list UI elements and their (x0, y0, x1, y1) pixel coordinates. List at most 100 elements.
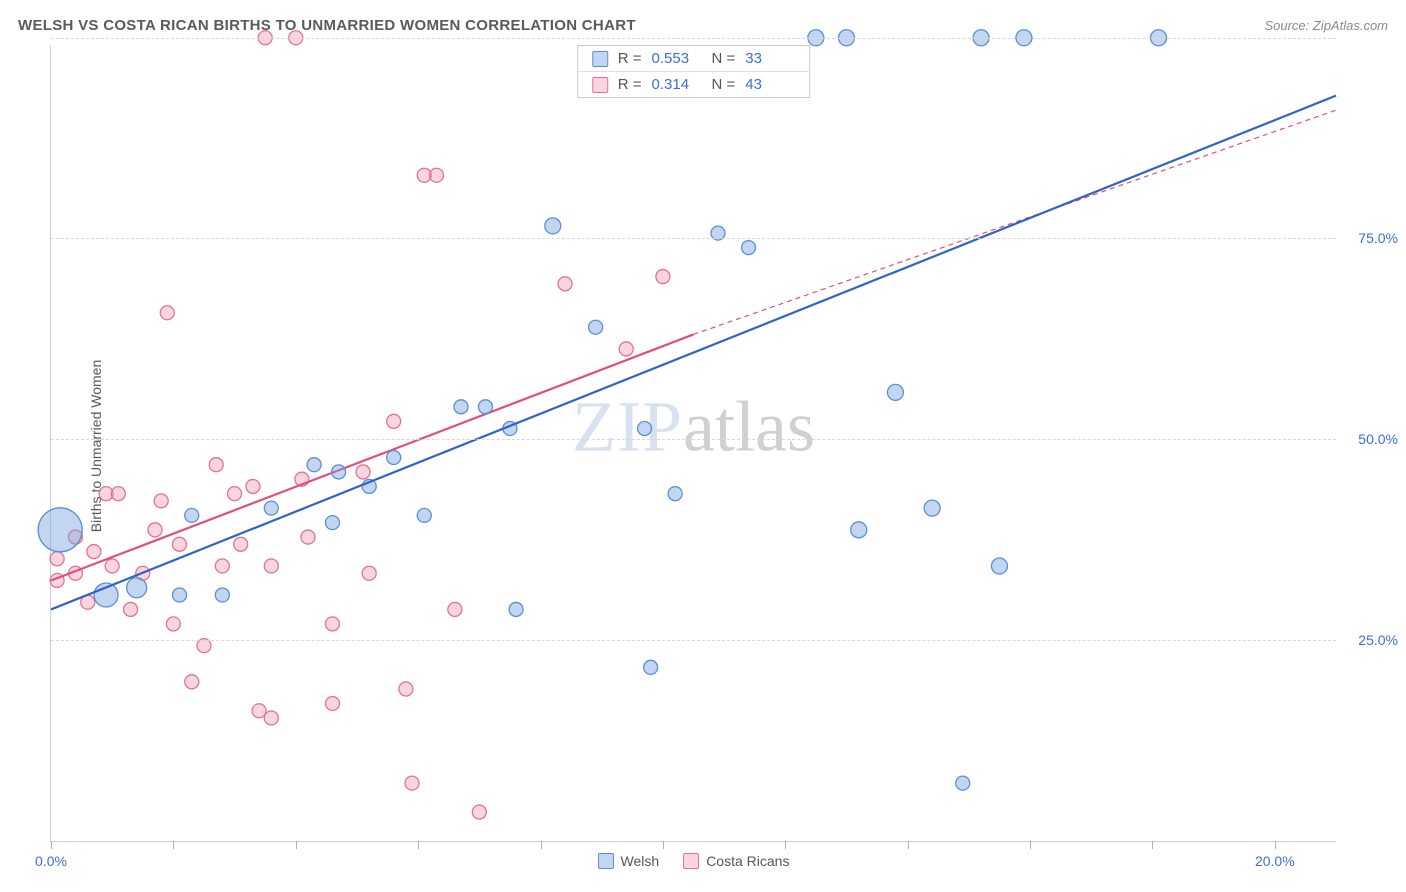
costa_ricans-point (448, 602, 462, 616)
legend-swatch (592, 51, 608, 67)
x-tick (1275, 841, 1276, 849)
costa_ricans-point (405, 776, 419, 790)
n-value: 33 (745, 50, 795, 67)
welsh-trendline (51, 96, 1336, 610)
welsh-point (185, 508, 199, 522)
costa_ricans-point (264, 559, 278, 573)
y-tick-label: 75.0% (1358, 230, 1398, 246)
welsh-point (307, 458, 321, 472)
y-tick-label: 50.0% (1358, 431, 1398, 447)
legend-swatch (598, 853, 614, 869)
legend-item: Welsh (598, 853, 660, 869)
costa_ricans-point (228, 487, 242, 501)
welsh-point (38, 508, 82, 552)
welsh-point (417, 508, 431, 522)
gridline (51, 439, 1336, 440)
costa_ricans-point (234, 537, 248, 551)
x-tick-label: 20.0% (1255, 853, 1295, 869)
costa_ricans-point (154, 494, 168, 508)
y-tick-label: 25.0% (1358, 632, 1398, 648)
r-label: R = (618, 76, 642, 93)
costa_ricans-point (387, 414, 401, 428)
series-legend: Welsh Costa Ricans (598, 853, 790, 869)
costa_ricans-point (87, 545, 101, 559)
costa_ricans-point (472, 805, 486, 819)
costa_ricans-point (325, 617, 339, 631)
welsh-point (387, 450, 401, 464)
costa_ricans-point (558, 277, 572, 291)
costa_ricans-point (105, 559, 119, 573)
welsh-point (589, 320, 603, 334)
gridline (51, 38, 1336, 39)
r-label: R = (618, 50, 642, 67)
legend-label: Costa Ricans (706, 853, 789, 869)
chart-header: WELSH VS COSTA RICAN BIRTHS TO UNMARRIED… (0, 0, 1406, 40)
r-value: 0.553 (652, 50, 702, 67)
legend-item: Costa Ricans (683, 853, 789, 869)
x-tick (296, 841, 297, 849)
costa_ricans-point (656, 270, 670, 284)
legend-swatch (683, 853, 699, 869)
welsh-point (173, 588, 187, 602)
costa_ricans-point (173, 537, 187, 551)
costa_ricans-point (399, 682, 413, 696)
welsh-point (887, 384, 903, 400)
welsh-point (264, 501, 278, 515)
x-tick (1152, 841, 1153, 849)
chart-source: Source: ZipAtlas.com (1264, 18, 1388, 33)
n-value: 43 (745, 76, 795, 93)
welsh-point (545, 218, 561, 234)
welsh-point (454, 400, 468, 414)
welsh-point (478, 400, 492, 414)
costa_ricans-point (185, 675, 199, 689)
x-tick (663, 841, 664, 849)
costa_ricans-trendline-ext (694, 110, 1337, 334)
chart-title: WELSH VS COSTA RICAN BIRTHS TO UNMARRIED… (18, 17, 636, 34)
stats-legend-row: R =0.314N =43 (578, 71, 810, 97)
costa_ricans-point (362, 566, 376, 580)
costa_ricans-point (619, 342, 633, 356)
welsh-point (127, 578, 147, 598)
costa_ricans-point (325, 697, 339, 711)
legend-swatch (592, 77, 608, 93)
plot-area: ZIPatlas R =0.553N =33R =0.314N =43 Wels… (50, 45, 1336, 842)
x-tick (51, 841, 52, 849)
x-tick (173, 841, 174, 849)
legend-label: Welsh (621, 853, 660, 869)
r-value: 0.314 (652, 76, 702, 93)
x-tick (541, 841, 542, 849)
welsh-point (924, 500, 940, 516)
costa_ricans-point (215, 559, 229, 573)
welsh-point (509, 602, 523, 616)
costa_ricans-point (111, 487, 125, 501)
x-tick-label: 0.0% (35, 853, 67, 869)
stats-legend-row: R = 0.553 N = 33 (578, 46, 810, 71)
x-tick (785, 841, 786, 849)
costa_ricans-point (124, 602, 138, 616)
costa_ricans-point (209, 458, 223, 472)
welsh-point (851, 522, 867, 538)
costa_ricans-point (246, 479, 260, 493)
welsh-point (742, 241, 756, 255)
costa_ricans-point (356, 465, 370, 479)
costa_ricans-point (50, 552, 64, 566)
costa_ricans-point (264, 711, 278, 725)
x-tick (1030, 841, 1031, 849)
welsh-point (332, 465, 346, 479)
welsh-point (215, 588, 229, 602)
welsh-point (668, 487, 682, 501)
welsh-point (644, 660, 658, 674)
gridline (51, 238, 1336, 239)
costa_ricans-point (160, 306, 174, 320)
welsh-point (638, 422, 652, 436)
costa_ricans-point (166, 617, 180, 631)
stats-legend: R =0.553N =33R =0.314N =43 (577, 45, 811, 98)
welsh-point (991, 558, 1007, 574)
gridline (51, 640, 1336, 641)
welsh-point (325, 516, 339, 530)
costa_ricans-point (148, 523, 162, 537)
n-label: N = (712, 50, 736, 67)
x-tick (418, 841, 419, 849)
costa_ricans-point (430, 168, 444, 182)
welsh-point (956, 776, 970, 790)
